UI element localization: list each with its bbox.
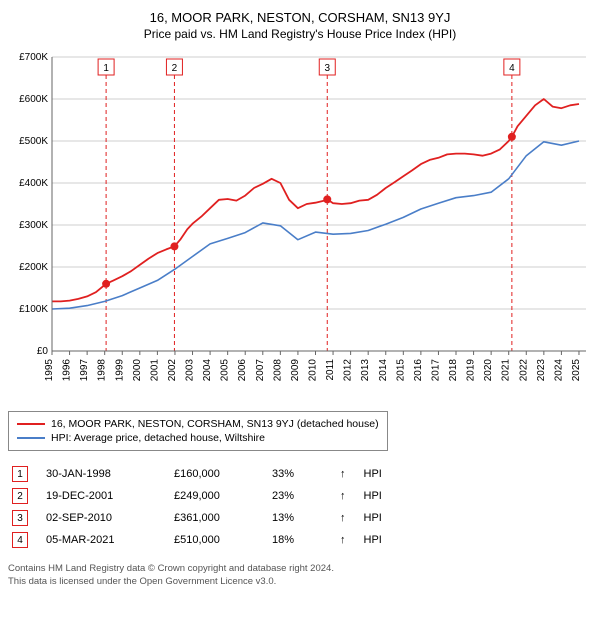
transaction-hpi-label: HPI [364, 534, 382, 546]
footer-attribution: Contains HM Land Registry data © Crown c… [8, 563, 592, 589]
up-arrow-icon: ↑ [340, 534, 346, 546]
transaction-badge: 4 [12, 532, 28, 548]
footer-line1: Contains HM Land Registry data © Crown c… [8, 563, 592, 576]
legend-swatch [17, 437, 45, 439]
legend-row: 16, MOOR PARK, NESTON, CORSHAM, SN13 9YJ… [17, 418, 379, 430]
price-chart: £0 £100K £200K £300K £400K £500K £600K £700K 199… [8, 49, 592, 389]
svg-text:£300K: £300K [19, 220, 48, 231]
transaction-date: 05-MAR-2021 [46, 534, 156, 546]
svg-text:4: 4 [509, 63, 515, 74]
transaction-price: £249,000 [174, 490, 254, 502]
svg-text:2013: 2013 [360, 359, 371, 382]
transaction-row: 1 30-JAN-1998 £160,000 33% ↑ HPI [8, 463, 592, 485]
title-address: 16, MOOR PARK, NESTON, CORSHAM, SN13 9YJ [8, 10, 592, 25]
svg-text:2004: 2004 [202, 359, 213, 382]
svg-text:2009: 2009 [290, 359, 301, 382]
legend-swatch [17, 423, 45, 425]
svg-text:1: 1 [103, 63, 109, 74]
transaction-row: 4 05-MAR-2021 £510,000 18% ↑ HPI [8, 529, 592, 551]
legend-label: HPI: Average price, detached house, Wilt… [51, 432, 265, 444]
svg-text:2020: 2020 [483, 359, 494, 382]
svg-text:2006: 2006 [237, 359, 248, 382]
svg-text:1999: 1999 [114, 359, 125, 382]
svg-text:2003: 2003 [185, 359, 196, 382]
transaction-hpi-label: HPI [364, 512, 382, 524]
transaction-date: 19-DEC-2001 [46, 490, 156, 502]
svg-text:£100K: £100K [19, 304, 48, 315]
transaction-pct: 33% [272, 468, 322, 480]
transaction-price: £361,000 [174, 512, 254, 524]
svg-text:2014: 2014 [378, 359, 389, 382]
svg-text:£700K: £700K [19, 52, 48, 63]
transaction-hpi-label: HPI [364, 490, 382, 502]
svg-text:2019: 2019 [466, 359, 477, 382]
svg-text:2018: 2018 [448, 359, 459, 382]
svg-text:£400K: £400K [19, 178, 48, 189]
transaction-pct: 18% [272, 534, 322, 546]
svg-text:2008: 2008 [272, 359, 283, 382]
transaction-badge: 3 [12, 510, 28, 526]
svg-text:£0: £0 [37, 346, 49, 357]
svg-text:2007: 2007 [255, 359, 266, 382]
svg-text:£200K: £200K [19, 262, 48, 273]
transaction-badge: 1 [12, 466, 28, 482]
transaction-row: 3 02-SEP-2010 £361,000 13% ↑ HPI [8, 507, 592, 529]
svg-text:1997: 1997 [79, 359, 90, 382]
svg-text:2022: 2022 [518, 359, 529, 382]
transaction-badge: 2 [12, 488, 28, 504]
up-arrow-icon: ↑ [340, 490, 346, 502]
svg-text:2024: 2024 [553, 359, 564, 382]
up-arrow-icon: ↑ [340, 512, 346, 524]
legend-label: 16, MOOR PARK, NESTON, CORSHAM, SN13 9YJ… [51, 418, 379, 430]
svg-text:2021: 2021 [501, 359, 512, 382]
svg-text:1996: 1996 [62, 359, 73, 382]
svg-text:2011: 2011 [325, 359, 336, 381]
svg-text:2010: 2010 [307, 359, 318, 382]
legend-box: 16, MOOR PARK, NESTON, CORSHAM, SN13 9YJ… [8, 411, 388, 451]
svg-text:1998: 1998 [97, 359, 108, 382]
svg-text:2: 2 [172, 63, 178, 74]
transaction-pct: 13% [272, 512, 322, 524]
transaction-date: 30-JAN-1998 [46, 468, 156, 480]
transaction-hpi-label: HPI [364, 468, 382, 480]
transaction-row: 2 19-DEC-2001 £249,000 23% ↑ HPI [8, 485, 592, 507]
footer-line2: This data is licensed under the Open Gov… [8, 576, 592, 589]
transaction-pct: 23% [272, 490, 322, 502]
svg-text:2000: 2000 [132, 359, 143, 382]
svg-text:2025: 2025 [571, 359, 582, 382]
up-arrow-icon: ↑ [340, 468, 346, 480]
svg-text:1995: 1995 [44, 359, 55, 382]
svg-text:2001: 2001 [149, 359, 160, 382]
svg-text:2002: 2002 [167, 359, 178, 382]
transaction-price: £510,000 [174, 534, 254, 546]
svg-text:£500K: £500K [19, 136, 48, 147]
svg-text:3: 3 [324, 63, 330, 74]
title-subtitle: Price paid vs. HM Land Registry's House … [8, 27, 592, 41]
transaction-date: 02-SEP-2010 [46, 512, 156, 524]
svg-text:2005: 2005 [220, 359, 231, 382]
svg-text:2012: 2012 [343, 359, 354, 382]
svg-text:2017: 2017 [430, 359, 441, 382]
svg-text:2015: 2015 [395, 359, 406, 382]
legend-row: HPI: Average price, detached house, Wilt… [17, 432, 379, 444]
svg-text:£600K: £600K [19, 94, 48, 105]
svg-text:2016: 2016 [413, 359, 424, 382]
transactions-table: 1 30-JAN-1998 £160,000 33% ↑ HPI 2 19-DEC-2001 £… [8, 463, 592, 551]
svg-text:2023: 2023 [536, 359, 547, 382]
chart-svg: £0 £100K £200K £300K £400K £500K £600K £700K 199… [8, 49, 592, 389]
transaction-price: £160,000 [174, 468, 254, 480]
